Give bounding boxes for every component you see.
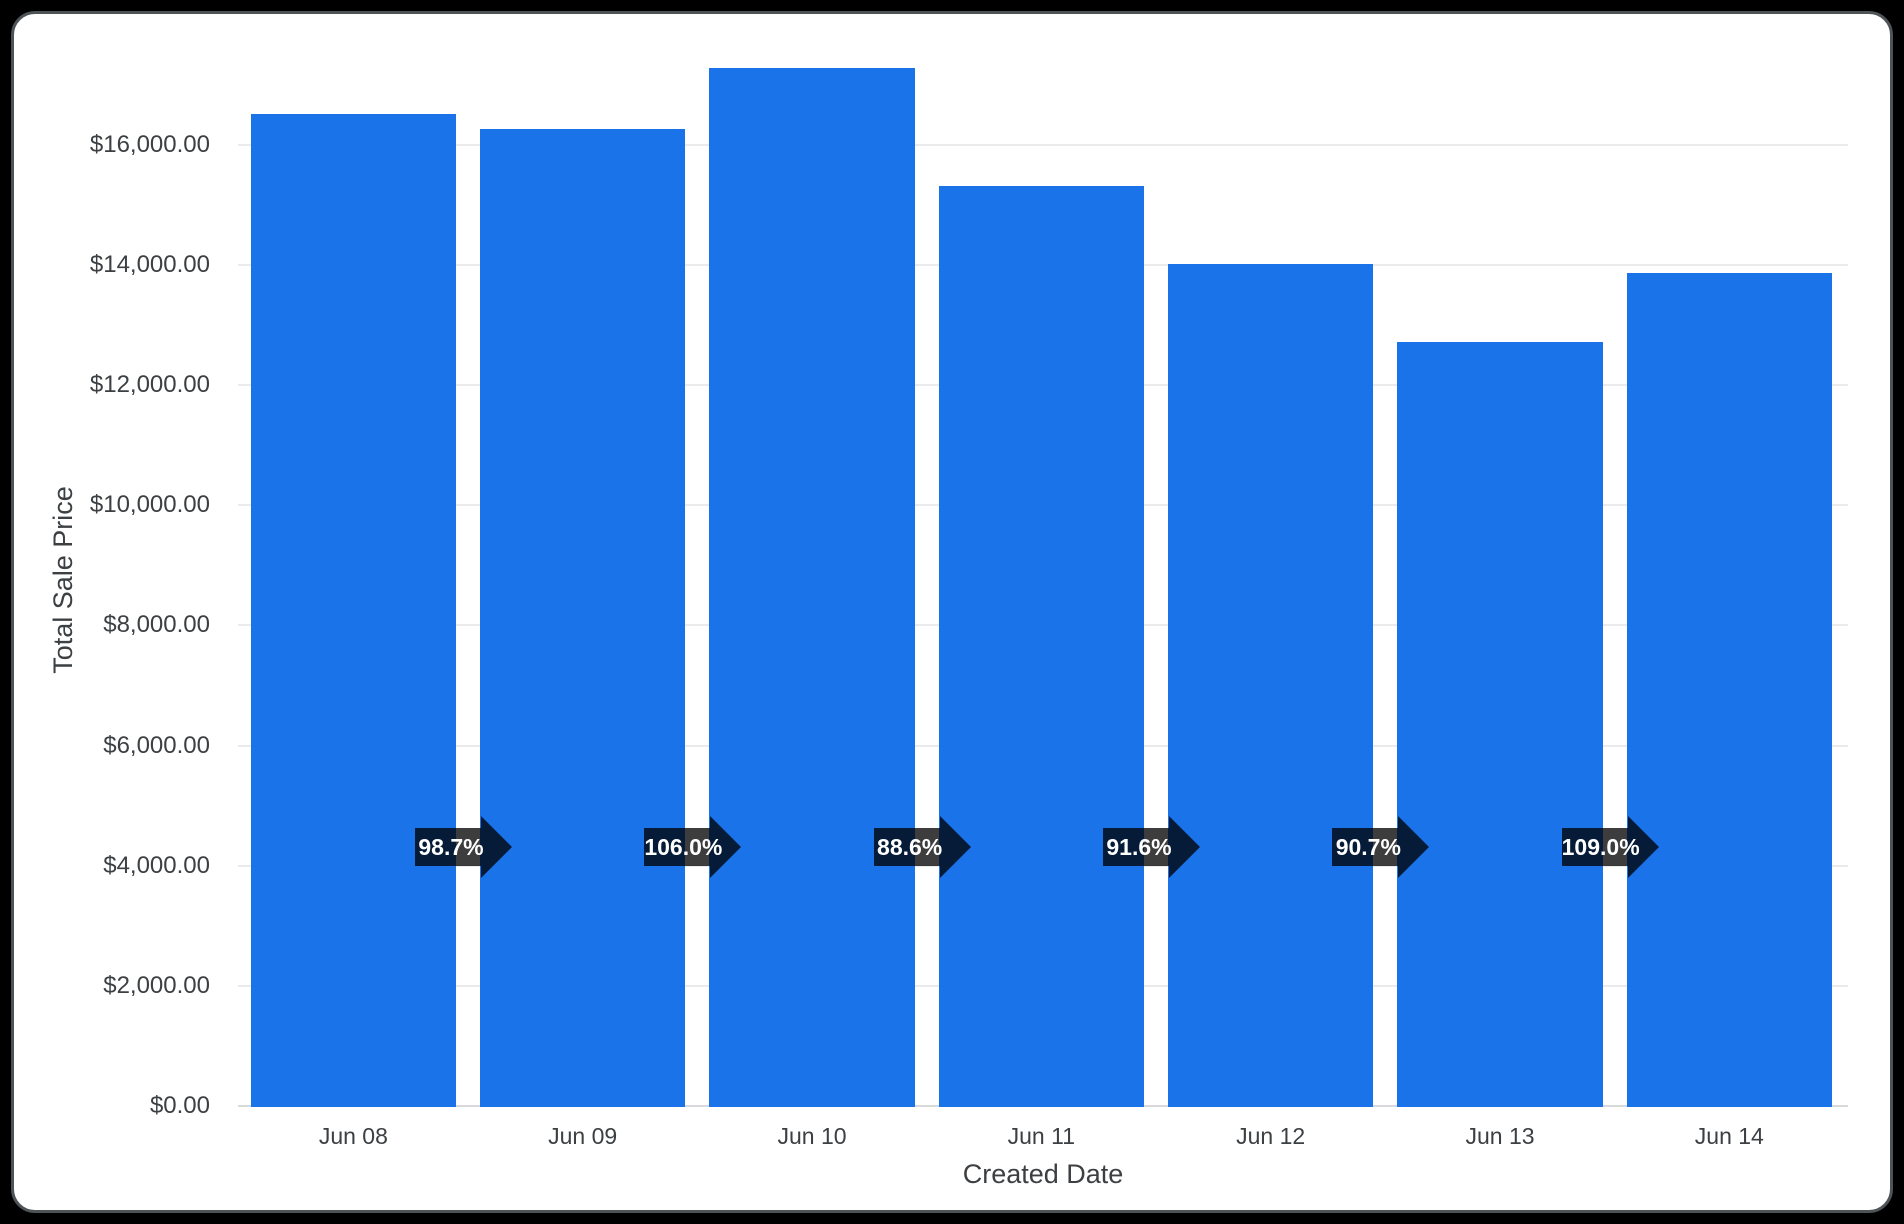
right-arrow-icon — [1561, 816, 1659, 878]
x-axis-title: Created Date — [962, 1159, 1124, 1189]
y-tick-label: $8,000.00 — [103, 611, 210, 639]
bar-jun-14[interactable] — [1626, 273, 1832, 1107]
x-tick-label: Jun 14 — [1694, 1123, 1764, 1149]
y-tick-label: $0.00 — [149, 1092, 210, 1119]
pct-change-label: 98.7% — [418, 834, 484, 860]
gridline — [238, 143, 1848, 146]
y-tick-label: $2,000.00 — [103, 971, 210, 999]
pct-change-badge: 88.6% — [873, 816, 972, 878]
pct-change-badge: 91.6% — [1102, 816, 1201, 878]
chart-card: $0.00 $2,000.00 $4,000.00 $6,000.00 $8,000.0… — [11, 11, 1893, 1213]
pct-change-badge: 106.0% — [644, 816, 742, 878]
x-tick-label: Jun 10 — [777, 1123, 847, 1149]
pct-change-badge: 90.7% — [1332, 816, 1430, 878]
y-tick-label: $12,000.00 — [89, 371, 210, 399]
x-tick-label: Jun 13 — [1465, 1123, 1535, 1149]
bar-chart-plot-area: $0.00 $2,000.00 $4,000.00 $6,000.00 $8,000.0… — [14, 14, 1890, 1210]
x-tick-label: Jun 08 — [318, 1123, 388, 1149]
y-tick-label: $14,000.00 — [89, 250, 210, 278]
pct-change-badge: 109.0% — [1561, 816, 1660, 878]
bar-jun-12[interactable] — [1168, 263, 1374, 1107]
pct-change-badge: 98.7% — [415, 816, 513, 878]
y-tick-label: $4,000.00 — [103, 851, 210, 879]
pct-change-label: 88.6% — [877, 834, 943, 860]
bar-jun-11[interactable] — [938, 186, 1144, 1107]
x-tick-label: Jun 09 — [548, 1123, 618, 1149]
y-tick-label: $6,000.00 — [103, 731, 210, 759]
right-arrow-icon — [415, 816, 512, 878]
y-tick-label: $10,000.00 — [89, 491, 210, 519]
x-tick-label: Jun 11 — [1007, 1123, 1075, 1149]
y-axis-title: Total Sale Price — [48, 486, 78, 674]
right-arrow-icon — [644, 816, 742, 878]
x-tick-label: Jun 12 — [1236, 1123, 1306, 1149]
bar-jun-09[interactable] — [480, 129, 686, 1107]
right-arrow-icon — [873, 816, 971, 878]
y-tick-label: $16,000.00 — [89, 130, 210, 158]
bar-jun-13[interactable] — [1397, 341, 1603, 1107]
right-arrow-icon — [1332, 816, 1430, 878]
bar-jun-10[interactable] — [709, 67, 915, 1107]
pct-change-label: 109.0% — [1561, 834, 1640, 860]
pct-change-label: 90.7% — [1335, 834, 1401, 860]
pct-change-label: 91.6% — [1106, 834, 1172, 860]
right-arrow-icon — [1102, 816, 1200, 878]
pct-change-label: 106.0% — [644, 834, 723, 860]
bar-jun-08[interactable] — [250, 114, 456, 1107]
